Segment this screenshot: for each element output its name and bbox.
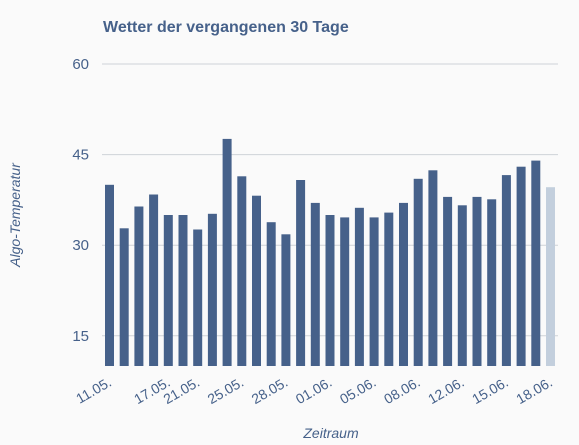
bar[interactable]: [340, 217, 350, 366]
bar[interactable]: [384, 212, 394, 366]
x-tick-label: 08.06.: [381, 374, 423, 407]
bar[interactable]: [193, 229, 203, 367]
x-tick-label: 05.06.: [337, 374, 379, 407]
x-tick-label: 11.05.: [73, 374, 114, 407]
bar[interactable]: [354, 207, 364, 366]
bar[interactable]: [237, 176, 247, 366]
bar[interactable]: [222, 138, 232, 366]
bar[interactable]: [296, 180, 306, 366]
bar[interactable]: [428, 170, 438, 366]
x-tick-label: 15.06.: [469, 374, 511, 407]
bar[interactable]: [472, 196, 482, 366]
x-tick-label: 12.06.: [425, 374, 467, 407]
y-tick-label: 60: [72, 56, 89, 73]
bar[interactable]: [207, 213, 217, 366]
bar[interactable]: [443, 196, 453, 366]
chart-title: Wetter der vergangenen 30 Tage: [103, 19, 349, 36]
bar[interactable]: [413, 178, 423, 366]
bar[interactable]: [457, 205, 467, 366]
bars: [105, 138, 555, 367]
y-axis-label: Algo-Temperatur: [7, 162, 23, 268]
bar[interactable]: [501, 175, 511, 366]
y-tick-label: 45: [72, 147, 89, 164]
bar[interactable]: [134, 206, 144, 367]
bar[interactable]: [163, 215, 173, 366]
bar[interactable]: [531, 160, 541, 366]
x-axis-label: Zeitraum: [302, 425, 359, 441]
bar[interactable]: [281, 234, 291, 366]
bar[interactable]: [399, 202, 408, 366]
x-tick-label: 25.05.: [205, 374, 247, 407]
x-tick-label: 18.06.: [513, 374, 555, 407]
bar[interactable]: [369, 217, 379, 366]
bar[interactable]: [546, 187, 555, 366]
bar[interactable]: [149, 194, 159, 367]
x-tick-label: 01.06.: [293, 374, 335, 407]
x-tick-label: 28.05.: [249, 374, 291, 407]
y-axis-ticks: 15 30 45 60: [72, 56, 89, 345]
bar[interactable]: [325, 215, 335, 366]
y-tick-label: 15: [72, 328, 89, 345]
bar[interactable]: [516, 166, 526, 366]
x-axis-ticks: 11.05. 17.05.21.05. 25.05. 28.05. 01.06. 05.0…: [73, 374, 555, 407]
bar[interactable]: [487, 199, 497, 366]
bar[interactable]: [266, 222, 276, 366]
bar[interactable]: [310, 202, 320, 366]
bar[interactable]: [105, 184, 114, 366]
bar[interactable]: [252, 195, 261, 366]
bar[interactable]: [119, 228, 129, 366]
bar[interactable]: [178, 215, 188, 366]
y-tick-label: 30: [72, 237, 89, 254]
